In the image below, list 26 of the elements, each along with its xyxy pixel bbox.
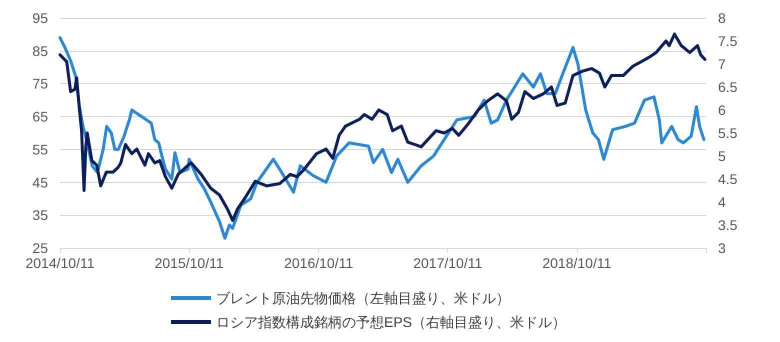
x-tick-label: 2016/10/11	[284, 255, 354, 271]
y2-tick-label: 5.5	[718, 125, 738, 141]
y-tick-label: 85	[32, 42, 48, 59]
x-tick-label: 2017/10/11	[413, 255, 482, 271]
x-tick-label: 2015/10/11	[154, 255, 224, 271]
y-tick-label: 45	[32, 174, 48, 190]
y2-tick-label: 4.5	[718, 171, 738, 187]
y-tick-label: 65	[32, 108, 48, 125]
y2-tick-label: 6.5	[718, 79, 738, 95]
y2-tick-label: 5	[718, 148, 726, 164]
x-tick-label: 2014/10/11	[25, 255, 95, 271]
y-tick-label: 55	[32, 141, 48, 158]
y2-tick-label: 8	[718, 10, 726, 26]
y2-tick-label: 3.5	[718, 217, 738, 233]
y2-tick-label: 3	[718, 240, 726, 256]
y2-tick-label: 6	[718, 102, 726, 118]
y2-tick-label: 7.5	[718, 33, 738, 49]
legend-label: ブレント原油先物価格（左軸目盛り、米ドル）	[216, 290, 510, 306]
x-tick-label: 2018/10/11	[542, 255, 612, 271]
y-tick-label: 25	[32, 240, 48, 256]
legend-label: ロシア指数構成銘柄の予想EPS（右軸目盛り、米ドル）	[216, 314, 566, 330]
y-tick-label: 35	[32, 207, 48, 224]
y-tick-label: 75	[32, 76, 48, 92]
y2-tick-label: 4	[718, 194, 726, 210]
y-tick-label: 95	[32, 10, 48, 26]
y2-tick-label: 7	[718, 56, 726, 72]
